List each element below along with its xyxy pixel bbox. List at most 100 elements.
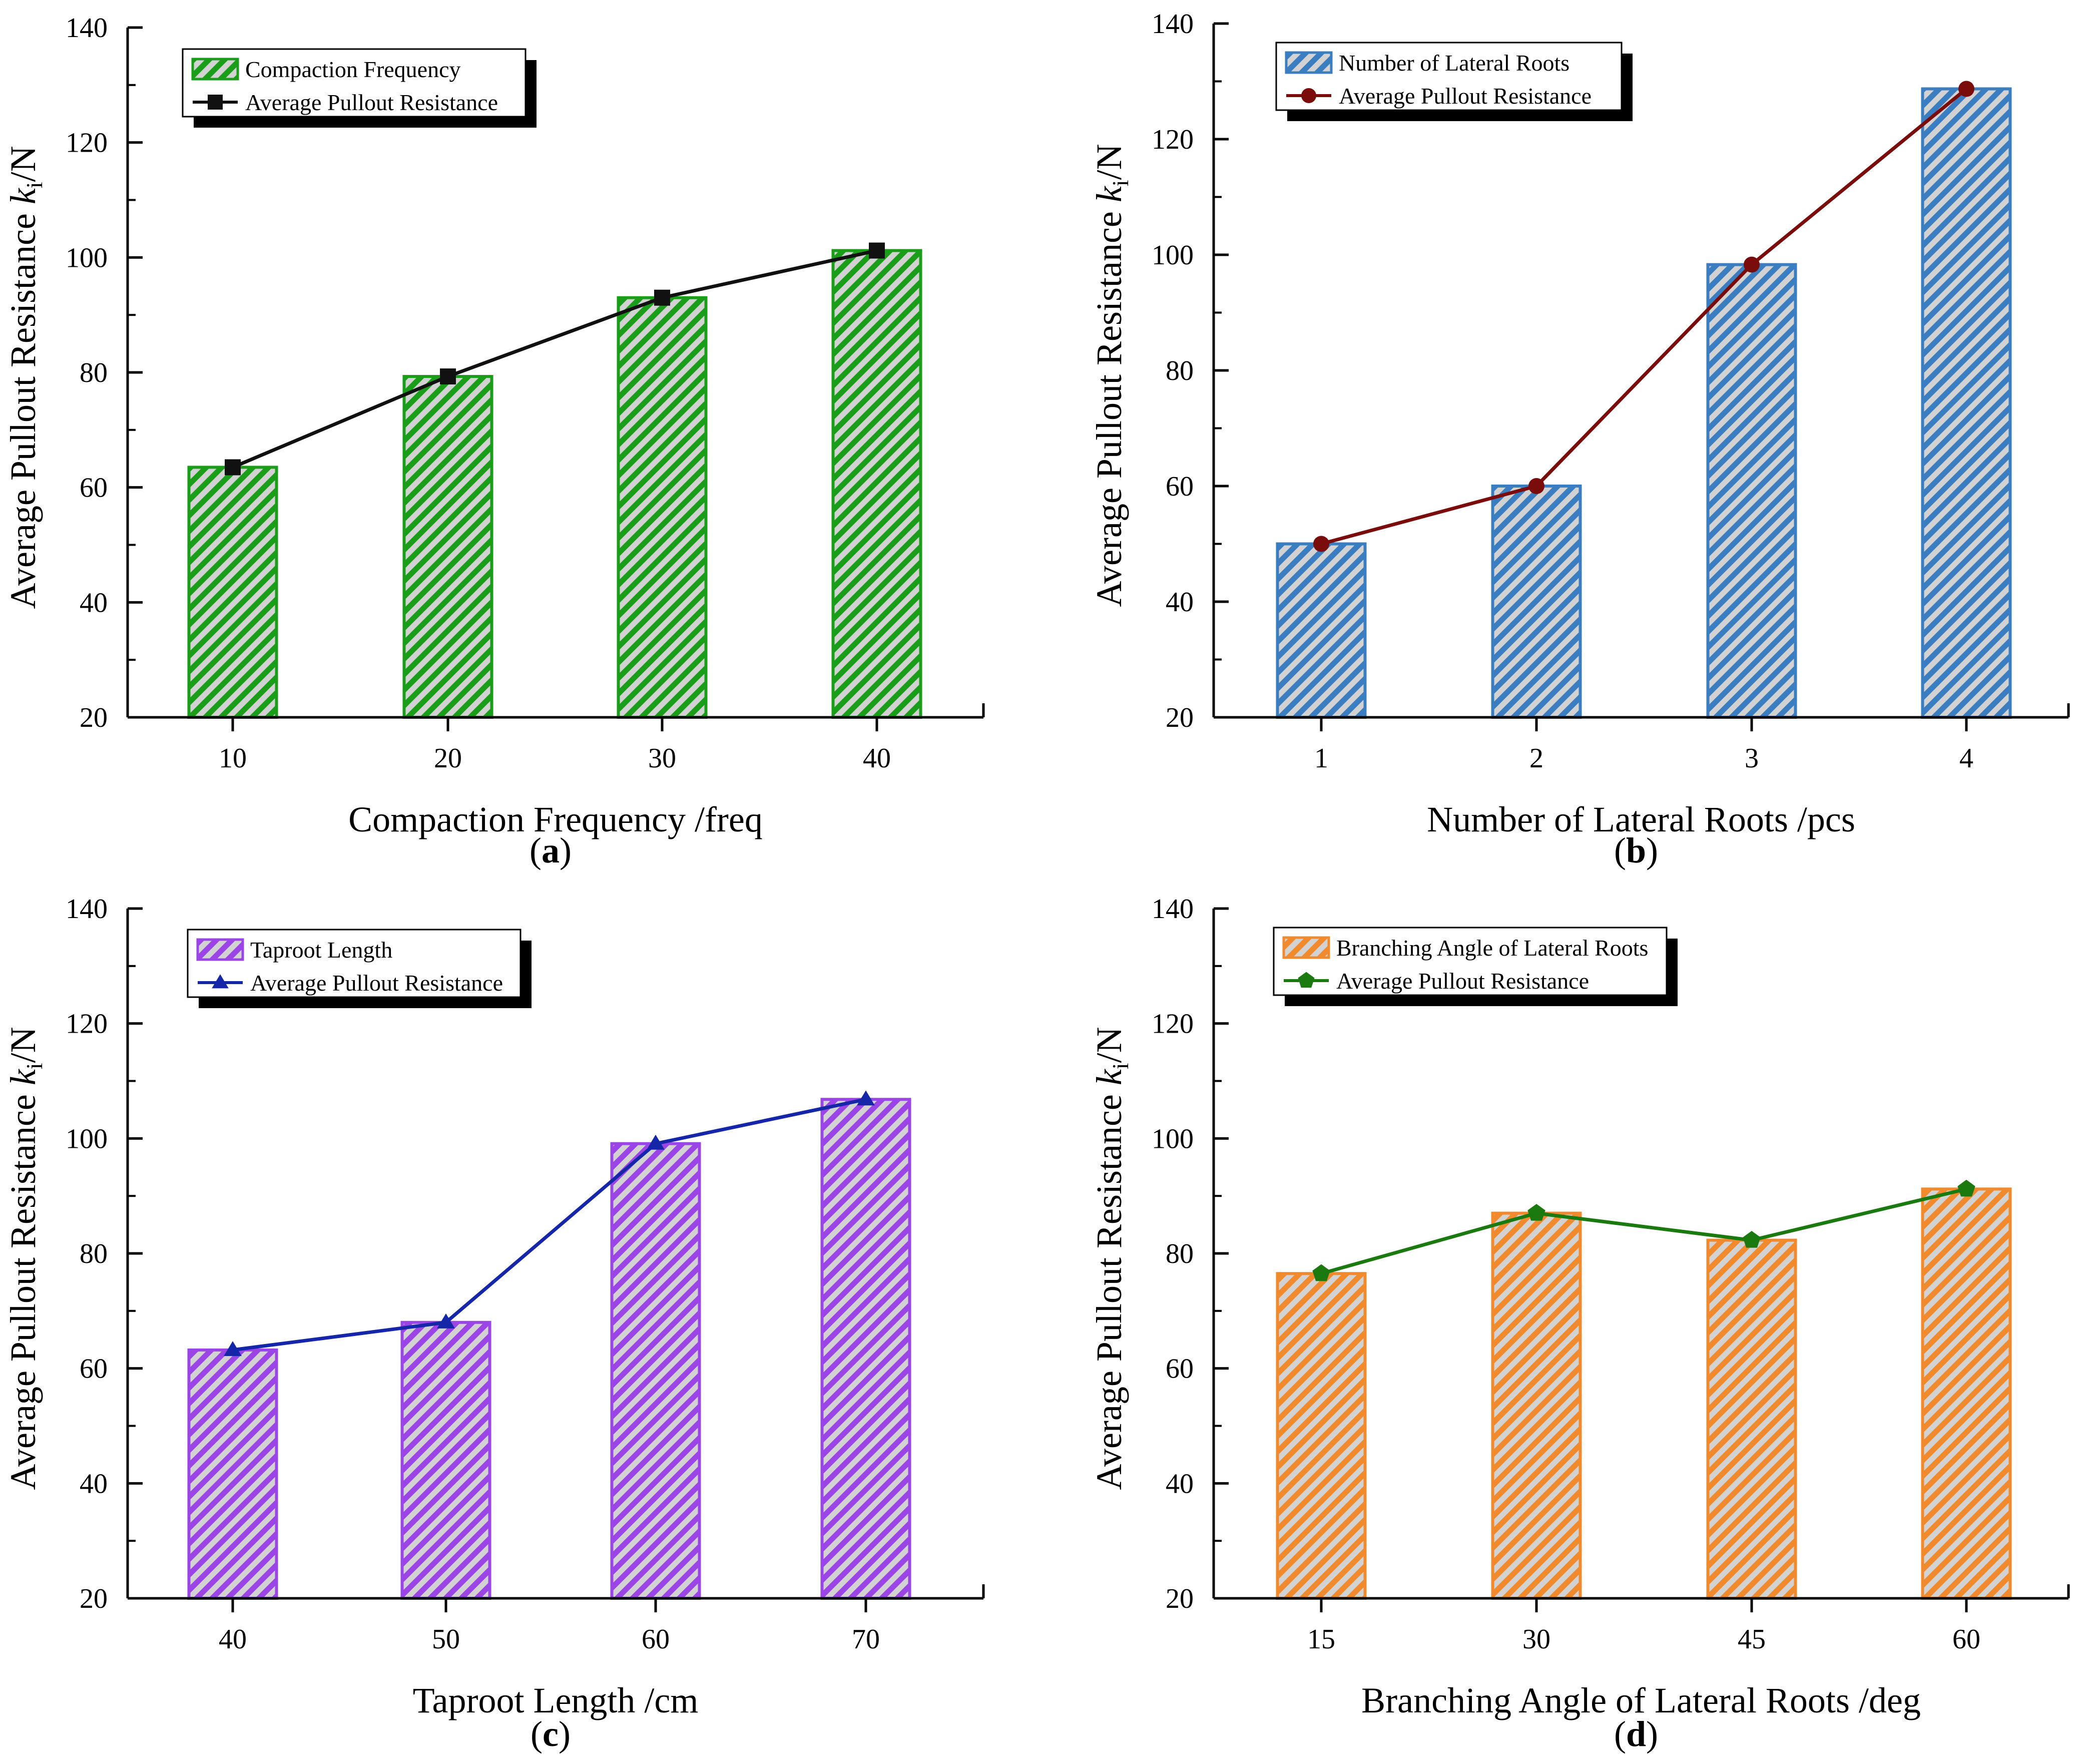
panel-label-a: (a) [530,830,572,870]
x-tick-label: 45 [1738,1624,1766,1655]
bar-a-30 [617,296,708,719]
y-tick-label: 40 [1166,587,1194,618]
y-axis-title-variable: k [3,187,43,204]
bar-a-10 [187,466,278,719]
y-tick-label: 40 [1166,1468,1194,1499]
y-tick-label: 20 [80,1583,108,1614]
y-tick-label: 60 [1166,471,1194,502]
bar-b-4 [1921,87,2012,719]
x-tick-label: 15 [1307,1624,1335,1655]
legend-bar-label: Number of Lateral Roots [1339,50,1570,76]
panel-label-d: (d) [1614,1714,1658,1754]
y-axis-title-variable: k [1089,185,1129,202]
bar-c-40 [187,1348,278,1600]
y-tick-label: 100 [66,1123,108,1154]
x-tick-label: 30 [1522,1624,1550,1655]
y-tick-label: 80 [1166,355,1194,386]
y-axis-title-text: Average Pullout Resistance [3,1085,43,1490]
marker-c-60 [647,1134,665,1150]
line-c [232,1097,866,1352]
y-tick-label: 80 [80,1238,108,1269]
y-tick-label: 140 [1152,894,1194,925]
y-tick-label: 120 [66,128,108,159]
y-axis-title-subscript: i [22,182,47,188]
y-tick-label: 20 [1166,1583,1194,1614]
legend-bar-label: Compaction Frequency [245,57,461,82]
x-tick-label: 30 [648,743,676,774]
marker-b-2 [1528,478,1544,494]
bar-d-45 [1706,1238,1797,1600]
marker-a-20 [440,368,456,385]
bar-c-60 [610,1142,701,1600]
x-tick-label: 70 [852,1624,880,1655]
y-tick-label: 100 [1152,240,1194,271]
legend-bar-swatch [191,58,239,81]
x-tick-label: 60 [1952,1624,1980,1655]
legend-d: Branching Angle of Lateral Roots Average … [1273,927,1678,1006]
y-axis-title-variable: k [1089,1068,1129,1085]
x-tick-label: 4 [1959,743,1973,774]
marker-a-40 [869,242,885,259]
x-axis-title: Taproot Length /cm [413,1680,699,1720]
legend-line-label: Average Pullout Resistance [1339,83,1592,109]
bar-b-2 [1491,485,1582,719]
x-axis-title: Number of Lateral Roots /pcs [1427,799,1855,839]
y-tick-label: 80 [1166,1238,1194,1269]
y-tick-label: 20 [1166,702,1194,733]
x-tick-label: 50 [432,1624,460,1655]
legend-marker-swatch [1301,88,1316,103]
y-axis-title-text: Average Pullout Resistance [1089,1085,1129,1490]
legend-line-label: Average Pullout Resistance [1336,968,1589,994]
x-tick-label: 3 [1745,743,1759,774]
y-tick-label: 40 [80,1468,108,1499]
panel-label-c: (c) [531,1714,571,1754]
legend-marker-swatch [208,95,223,110]
y-axis-title: Average Pullout Resistance ki/N [1089,144,1133,607]
y-tick-label: 60 [80,1354,108,1385]
marker-a-30 [654,289,670,306]
legend-bar-label: Taproot Length [250,937,392,963]
legend-c: Taproot Length Average Pullout Resistance [187,929,532,1008]
marker-a-10 [225,459,241,476]
y-axis-title-subscript: i [1108,1063,1133,1069]
y-tick-label: 140 [1152,9,1194,40]
y-axis-title-text: Average Pullout Resistance [1089,202,1129,607]
marker-d-60 [1957,1179,1975,1197]
marker-d-45 [1743,1231,1761,1248]
bar-c-70 [820,1098,911,1600]
x-tick-label: 2 [1529,743,1543,774]
marker-b-1 [1313,536,1329,552]
marker-c-50 [437,1313,455,1329]
y-axis-title-unit: /N [3,1027,43,1063]
y-axis-title-subscript: i [1108,180,1133,186]
x-tick-label: 20 [434,743,462,774]
chart-panel-b: 20 40 60 80 100 120 140 1 2 3 4 Number of Lateral R… [1089,9,2070,870]
x-tick-label: 10 [219,743,247,774]
bar-a-40 [831,249,922,719]
y-tick-label: 60 [1166,1354,1194,1385]
legend-box [1275,42,1623,111]
y-tick-label: 100 [1152,1123,1194,1154]
line-d [1321,1187,1967,1275]
y-axis-title-variable: k [3,1068,43,1085]
legend-line-label: Average Pullout Resistance [250,970,503,996]
bar-b-1 [1276,542,1367,719]
y-tick-label: 60 [80,473,108,504]
y-tick-label: 40 [80,587,108,618]
legend-bar-swatch [196,938,244,961]
chart-panel-c: 20 40 60 80 100 120 140 40 50 60 70 Taproot Length … [3,894,985,1754]
marker-c-40 [224,1341,242,1357]
panel-label-b: (b) [1614,830,1658,870]
y-axis-title-unit: /N [1089,1027,1129,1063]
y-tick-label: 120 [1152,124,1194,155]
line-b [1321,87,1968,546]
legend-bar-swatch [1282,936,1330,959]
y-tick-label: 120 [1152,1009,1194,1040]
y-axis-title-subscript: i [22,1063,47,1069]
marker-b-3 [1744,256,1760,273]
chart-panel-d: 20 40 60 80 100 120 140 15 30 45 60 Branching Angle… [1089,894,2070,1754]
y-axis-title-text: Average Pullout Resistance [3,204,43,609]
legend-box [1273,927,1668,996]
y-tick-label: 20 [80,702,108,733]
